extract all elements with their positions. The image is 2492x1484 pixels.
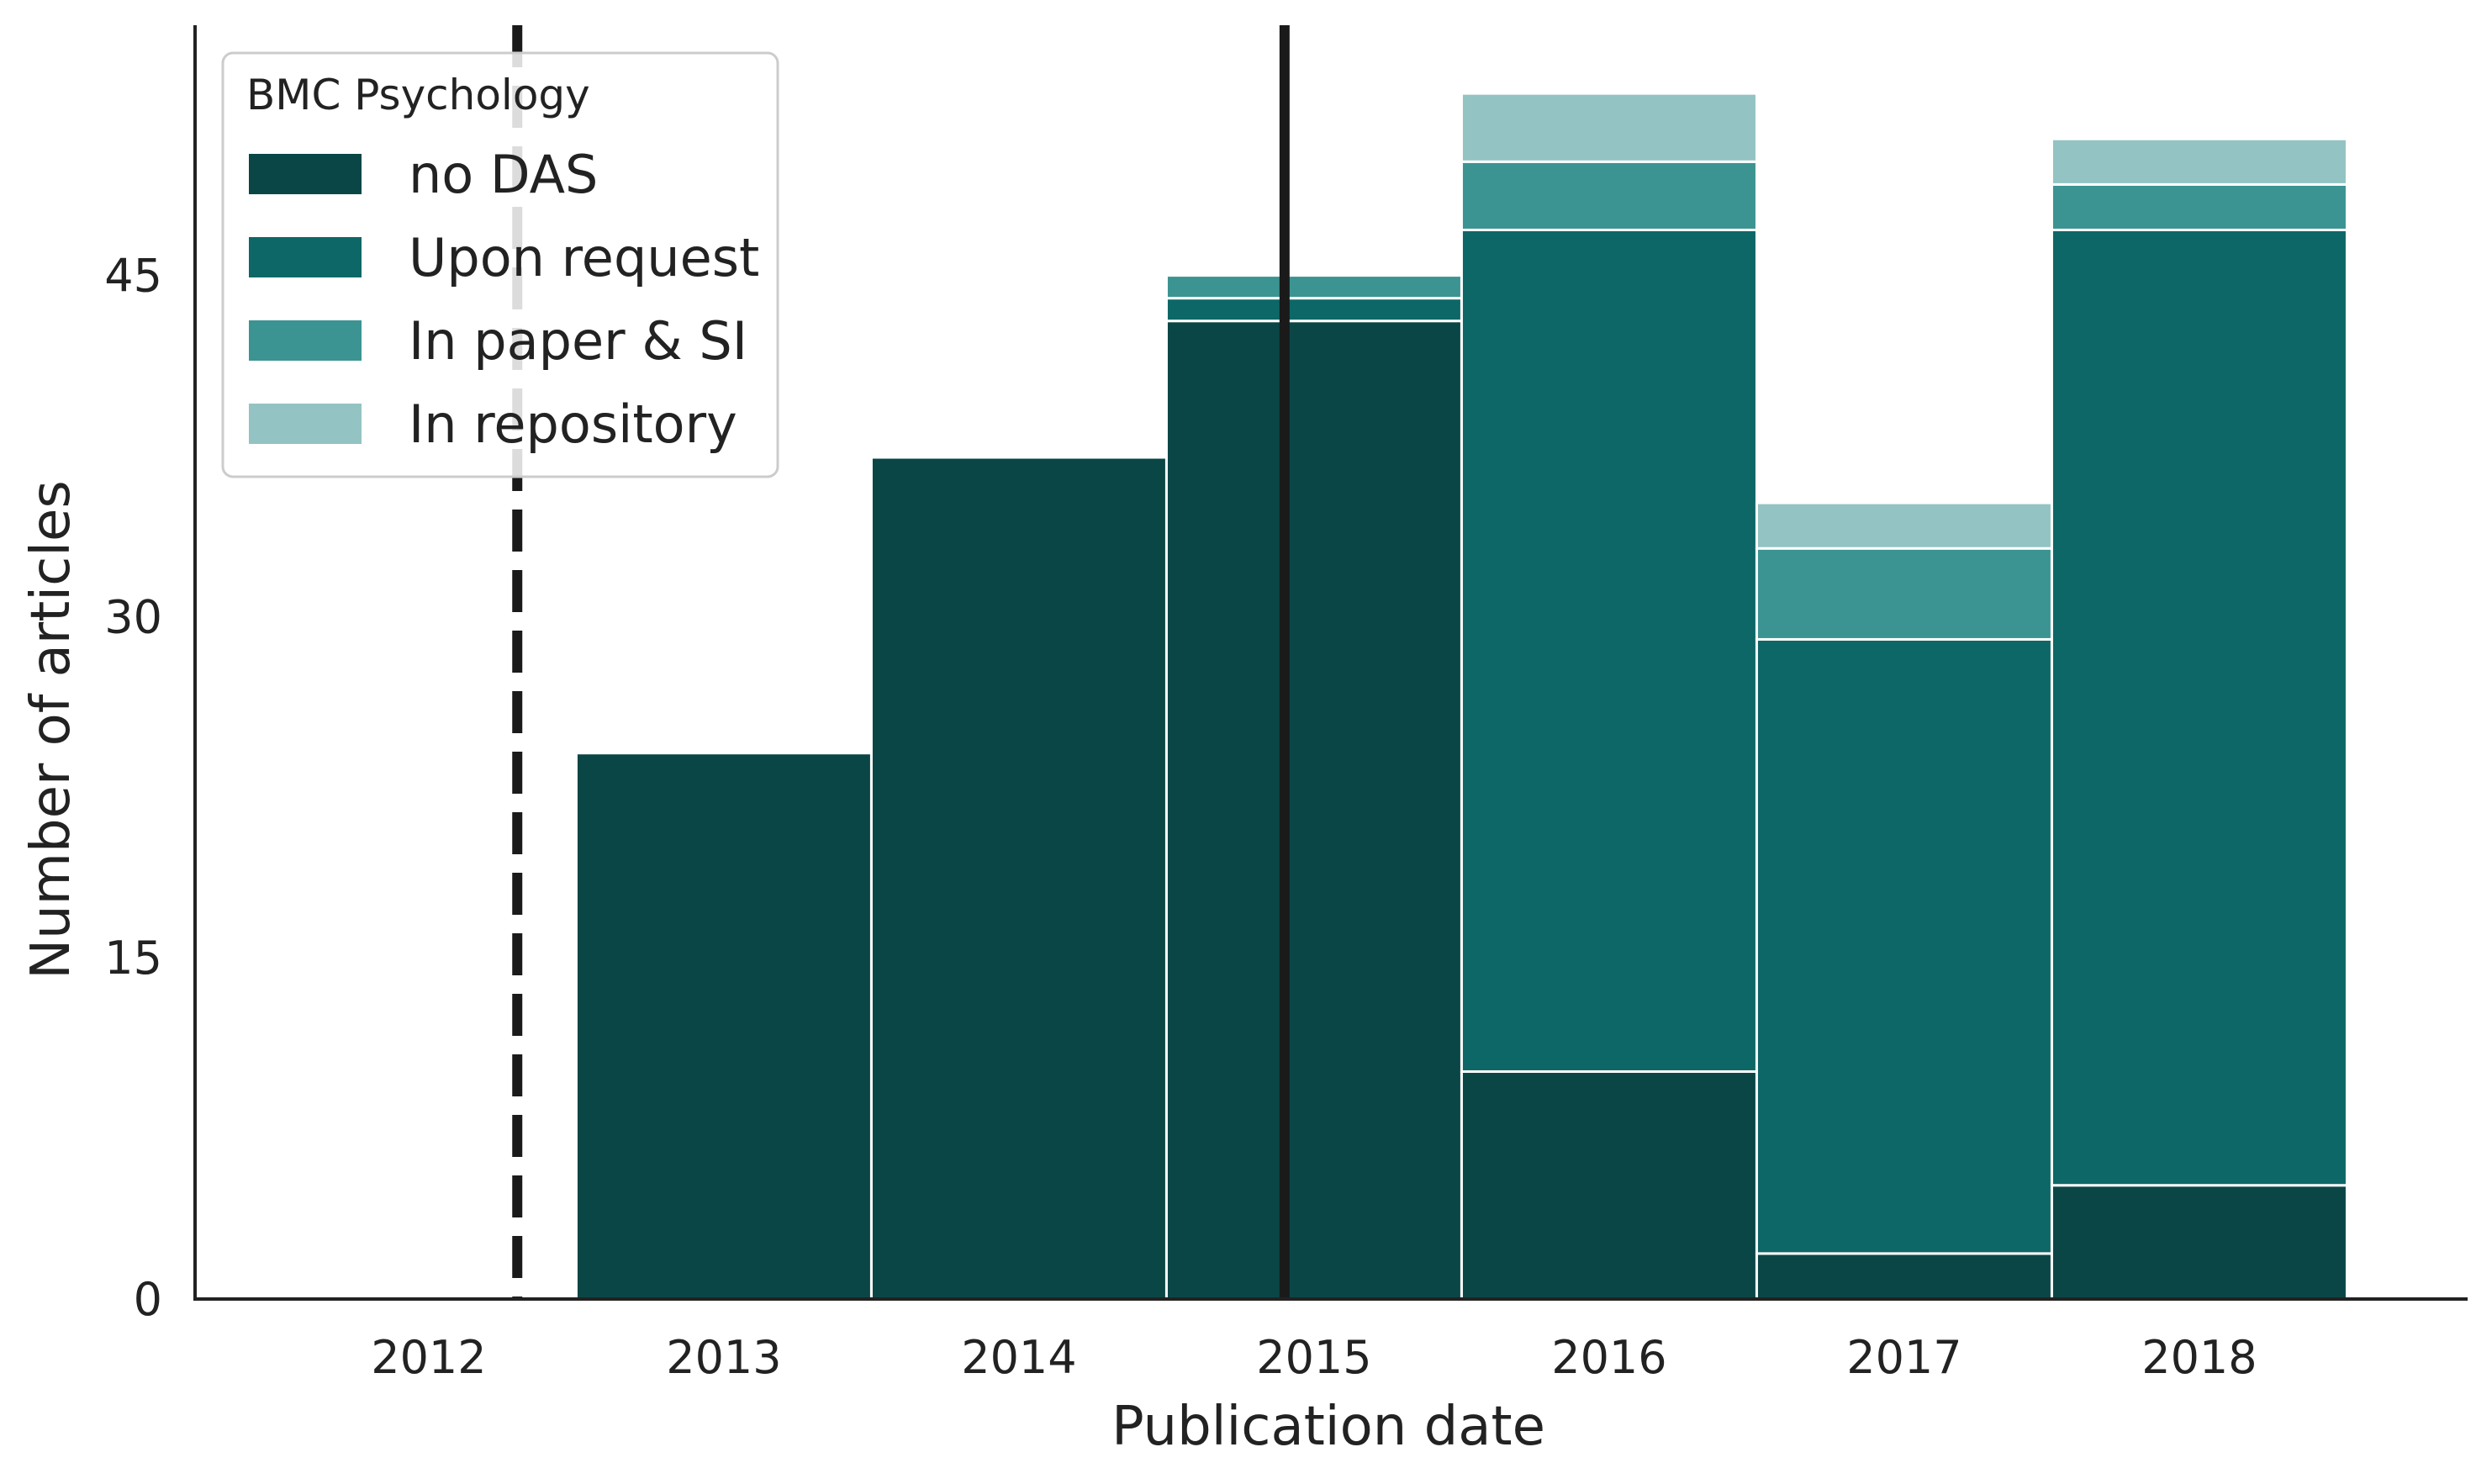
y-axis-label: Number of articles bbox=[20, 480, 82, 980]
bar-2016-in-repository bbox=[1460, 92, 1758, 163]
bar-2015-no-das bbox=[1164, 320, 1463, 1301]
axes bbox=[193, 25, 2468, 1301]
x-tick-label-2015: 2015 bbox=[1256, 1331, 1371, 1384]
legend-label-in-paper-si: In paper & SI bbox=[409, 310, 747, 372]
legend-swatch-no-das bbox=[249, 154, 362, 194]
bar-2018-in-paper-si bbox=[2050, 182, 2348, 231]
legend-swatch-in-paper-si bbox=[249, 320, 362, 361]
bar-2014-no-das bbox=[869, 456, 1168, 1301]
bar-2018-no-das bbox=[2050, 1184, 2348, 1301]
bar-2013-no-das bbox=[574, 752, 873, 1301]
legend-label-no-das: no DAS bbox=[409, 144, 598, 205]
bar-2017-no-das bbox=[1755, 1252, 2053, 1301]
bar-2016-upon-request bbox=[1460, 228, 1758, 1073]
bar-2018-in-repository bbox=[2050, 137, 2348, 186]
x-tick-label-2017: 2017 bbox=[1846, 1331, 1961, 1384]
bar-2017-in-repository bbox=[1755, 501, 2053, 550]
y-tick-label-15: 15 bbox=[104, 932, 162, 985]
legend-swatch-upon-request bbox=[249, 237, 362, 277]
y-tick-label-45: 45 bbox=[104, 250, 162, 303]
bar-2017-in-paper-si bbox=[1755, 547, 2053, 641]
x-axis-tick-labels: 2012 2013 2014 2015 2016 2017 2018 bbox=[371, 1331, 2257, 1384]
x-tick-label-2016: 2016 bbox=[1551, 1331, 1666, 1384]
y-axis-tick-labels: 0 15 30 45 bbox=[104, 250, 162, 1326]
legend-label-in-repository: In repository bbox=[409, 393, 737, 455]
bar-2016-no-das bbox=[1460, 1069, 1758, 1301]
bar-2016-in-paper-si bbox=[1460, 160, 1758, 231]
bars-layer bbox=[574, 92, 2348, 1301]
y-tick-label-30: 30 bbox=[104, 590, 162, 643]
legend: BMC Psychology no DAS Upon request In pape… bbox=[221, 51, 779, 478]
bar-2015-in-paper-si bbox=[1164, 274, 1463, 300]
legend-label-upon-request: Upon request bbox=[409, 227, 759, 288]
legend-swatch-in-repository bbox=[249, 404, 362, 444]
bar-2017-upon-request bbox=[1755, 637, 2053, 1255]
x-axis-label: Publication date bbox=[1111, 1396, 1545, 1458]
bar-2015-upon-request bbox=[1164, 297, 1463, 323]
x-tick-label-2014: 2014 bbox=[961, 1331, 1076, 1384]
bar-2018-upon-request bbox=[2050, 228, 2348, 1187]
x-tick-label-2018: 2018 bbox=[2141, 1331, 2257, 1384]
legend-title: BMC Psychology bbox=[246, 71, 590, 119]
y-tick-label-0: 0 bbox=[134, 1273, 162, 1326]
x-tick-label-2012: 2012 bbox=[371, 1331, 486, 1384]
x-tick-label-2013: 2013 bbox=[666, 1331, 781, 1384]
